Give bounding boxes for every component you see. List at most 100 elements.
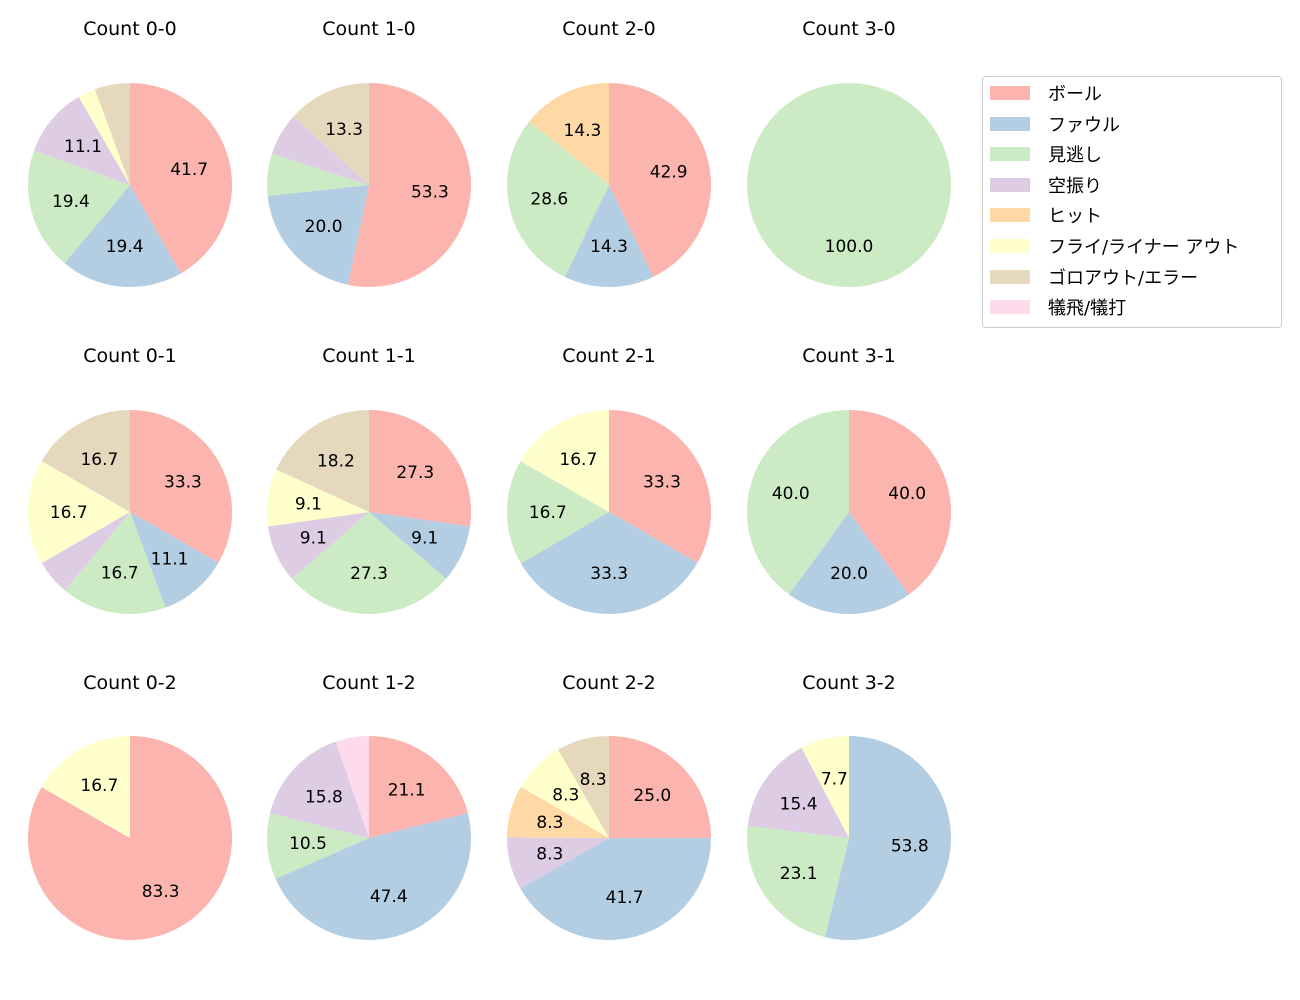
legend-item: ヒット <box>990 205 1102 227</box>
slice-label: 100.0 <box>825 237 874 257</box>
pie-slice-2 <box>27 150 130 264</box>
pie-slice-0 <box>849 410 951 595</box>
legend-label: ファウル <box>1048 114 1120 136</box>
pie-slice-0 <box>369 736 468 838</box>
pie-slice-1 <box>130 512 219 608</box>
pie-slice-6 <box>293 83 369 185</box>
chart-title: Count 1-1 <box>322 345 416 367</box>
pie-slice-0 <box>609 736 712 839</box>
pie-slice-6 <box>276 410 369 512</box>
slice-label: 9.1 <box>411 528 438 548</box>
slice-label: 14.3 <box>564 121 602 141</box>
pie-slice-5 <box>267 469 369 527</box>
slice-label: 10.5 <box>289 834 327 854</box>
pie-slice-2 <box>291 512 447 615</box>
legend-item: フライ/ライナー アウト <box>990 236 1240 258</box>
pie-slice-1 <box>789 512 909 614</box>
pie-slice-2 <box>64 512 166 614</box>
legend-swatch <box>990 239 1030 253</box>
legend-swatch <box>990 269 1030 284</box>
pie-slice-3 <box>41 512 130 591</box>
pie-slice-6 <box>558 736 609 838</box>
slice-label: 9.1 <box>295 494 322 514</box>
chart-title: Count 2-1 <box>562 345 656 367</box>
pie-slice-6 <box>94 83 130 185</box>
legend-swatch <box>990 177 1030 192</box>
legend-item: 空振り <box>990 175 1102 197</box>
slice-label: 8.3 <box>536 813 563 833</box>
slice-label: 16.7 <box>80 776 118 796</box>
legend-label: フライ/ライナー アウト <box>1048 237 1240 258</box>
pie-slice-0 <box>609 410 711 563</box>
pie-slice-5 <box>28 461 130 564</box>
pie-slice-0 <box>130 83 233 274</box>
slice-label: 20.0 <box>830 564 868 584</box>
pie-slice-5 <box>520 749 609 838</box>
slice-label: 33.3 <box>643 472 681 492</box>
slice-label: 18.2 <box>317 452 355 472</box>
slice-label: 19.4 <box>106 237 144 257</box>
slice-label: 11.1 <box>151 550 189 570</box>
pie-slice-3 <box>747 747 849 838</box>
slice-label: 53.8 <box>891 836 929 856</box>
pie-slice-1 <box>824 736 951 940</box>
slice-label: 23.1 <box>780 864 818 884</box>
chart-title: Count 0-1 <box>83 345 177 367</box>
pie-slice-0 <box>609 83 712 277</box>
pie-slice-1 <box>267 185 369 285</box>
slice-label: 13.3 <box>325 120 363 140</box>
slice-label: 33.3 <box>590 564 628 584</box>
legend-item: ボール <box>990 83 1102 105</box>
pie-slice-3 <box>271 116 369 185</box>
slice-label: 16.7 <box>80 450 118 470</box>
pie-slice-2 <box>747 83 951 287</box>
pie-slice-0 <box>369 410 471 527</box>
slice-label: 47.4 <box>370 887 408 907</box>
pie-slice-5 <box>41 736 130 838</box>
pie-slice-4 <box>507 786 609 838</box>
legend-swatch <box>990 86 1030 100</box>
slice-label: 16.7 <box>50 503 88 523</box>
legend-label: 見逃し <box>1048 145 1102 167</box>
pie-slice-2 <box>507 121 609 277</box>
legend-swatch <box>990 147 1030 162</box>
pie-slice-3 <box>34 96 130 185</box>
slice-label: 16.7 <box>529 503 567 523</box>
slice-label: 21.1 <box>388 781 426 801</box>
slice-label: 27.3 <box>350 564 388 584</box>
chart-title: Count 1-0 <box>322 18 416 40</box>
legend-label: 空振り <box>1048 175 1102 197</box>
pie-slice-2 <box>747 410 849 595</box>
slice-label: 41.7 <box>170 160 208 180</box>
pie-slice-5 <box>78 89 130 185</box>
slice-label: 8.3 <box>536 845 563 865</box>
slice-label: 41.7 <box>606 888 644 908</box>
slice-label: 25.0 <box>633 786 671 806</box>
slice-label: 16.7 <box>101 563 139 583</box>
pie-slice-0 <box>348 83 472 287</box>
pie-slice-2 <box>747 825 849 938</box>
pie-slice-2 <box>267 813 369 879</box>
slice-label: 8.3 <box>580 770 607 790</box>
slice-label: 40.0 <box>772 484 810 504</box>
slice-label: 19.4 <box>52 192 90 212</box>
slice-label: 28.6 <box>530 190 568 210</box>
pie-slice-1 <box>520 838 711 941</box>
slice-label: 16.7 <box>559 450 597 470</box>
legend-swatch <box>990 116 1030 131</box>
legend-item: ファウル <box>990 114 1120 136</box>
pie-slice-3 <box>268 512 369 579</box>
slice-label: 42.9 <box>650 162 688 182</box>
pie-slice-1 <box>520 512 698 614</box>
chart-title: Count 3-1 <box>802 345 896 367</box>
legend-label: ゴロアウト/エラー <box>1048 267 1199 289</box>
pie-slice-1 <box>564 185 654 287</box>
pie-slice-7 <box>335 736 369 838</box>
legend: ボール ファウル 見逃し 空振り ヒット フライ/ライナー アウト ゴロアウト/エラー 犠飛/… <box>982 76 1282 328</box>
slice-label: 14.3 <box>590 237 628 257</box>
slice-label: 15.4 <box>780 794 818 814</box>
pie-slice-0 <box>130 410 232 563</box>
slice-label: 20.0 <box>305 217 343 237</box>
slice-label: 15.8 <box>305 788 343 808</box>
slice-label: 9.1 <box>300 528 327 548</box>
